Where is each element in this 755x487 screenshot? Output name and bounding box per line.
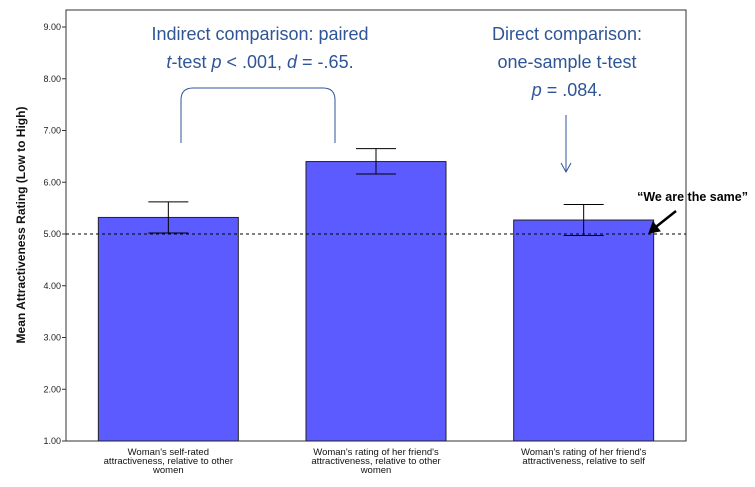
indirect-annotation-line1: Indirect comparison: paired	[151, 24, 368, 44]
y-tick-label: 9.00	[43, 22, 61, 32]
direct-annotation-line1: Direct comparison:	[492, 24, 642, 44]
category-label: attractiveness, relative to self	[522, 456, 645, 467]
indirect-annotation-line2: t-test p < .001, d = -.65.	[166, 52, 353, 72]
direct-annotation-line3: p = .084.	[531, 80, 603, 100]
error-bars	[148, 148, 604, 237]
category-label: Woman's rating of her friend's	[313, 447, 439, 458]
y-tick-label: 7.00	[43, 126, 61, 136]
y-tick-label: 3.00	[43, 333, 61, 343]
y-axis: 1.00 2.00 3.00 4.00 5.00 6.00 7.00 8.00 9.00	[43, 22, 66, 446]
bar	[513, 219, 655, 442]
y-tick-label: 1.00	[43, 436, 61, 446]
direct-annotation-line2: one-sample t-test	[497, 52, 636, 72]
y-tick-label: 4.00	[43, 281, 61, 291]
y-tick-label: 6.00	[43, 177, 61, 187]
bar	[97, 216, 239, 442]
category-label: Woman's rating of her friend's	[521, 447, 647, 458]
bar	[305, 161, 447, 442]
category-label: Woman's self-rated	[128, 447, 209, 458]
category-label: attractiveness, relative to other	[104, 456, 233, 467]
direct-arrow-head	[560, 162, 572, 174]
y-tick-label: 5.00	[43, 229, 61, 239]
bars	[97, 161, 655, 442]
y-axis-title: Mean Attractiveness Rating (Low to High)	[14, 107, 28, 344]
comparison-bracket	[180, 87, 336, 143]
same-annotation: “We are the same”	[637, 190, 748, 204]
y-tick-label: 8.00	[43, 74, 61, 84]
category-label: attractiveness, relative to other	[311, 456, 440, 467]
category-label: women	[360, 465, 392, 476]
y-tick-label: 2.00	[43, 384, 61, 394]
same-arrow-head	[648, 220, 661, 234]
category-label: women	[152, 465, 184, 476]
